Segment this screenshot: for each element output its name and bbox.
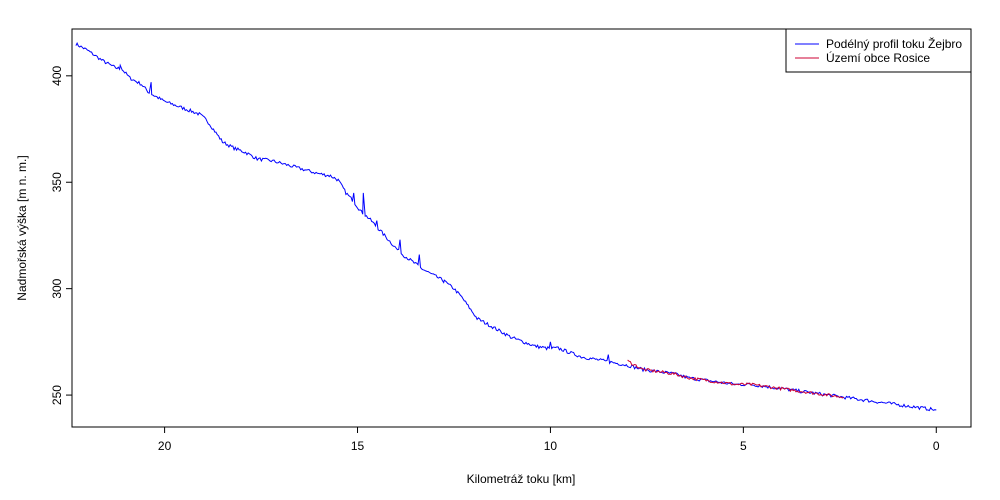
x-tick-label: 0 [933,439,940,453]
y-tick-label: 350 [50,172,64,192]
x-axis: 20 15 10 5 0 [158,427,940,453]
y-axis-label: Nadmořská výška [m n. m.] [15,155,29,300]
series-line-0 [75,42,937,412]
legend-box [785,28,972,73]
y-tick-label: 400 [50,65,64,85]
y-tick-label: 250 [50,385,64,405]
plot-frame [71,28,972,428]
legend-entry-rosice: Území obce Rosice [826,50,930,65]
y-tick-label: 300 [50,278,64,298]
series-line-1 [627,359,844,399]
y-axis: 250 300 350 400 [50,65,72,405]
x-tick-label: 5 [740,439,747,453]
series-layer [75,42,937,412]
x-tick-label: 15 [351,439,365,453]
x-axis-label: Kilometráž toku [km] [467,472,576,486]
legend-entry-profile: Podélný profil toku Žejbro [826,36,962,51]
x-tick-label: 10 [544,439,558,453]
legend: Podélný profil toku Žejbro Území obce Ro… [785,28,972,73]
x-tick-label: 20 [158,439,172,453]
